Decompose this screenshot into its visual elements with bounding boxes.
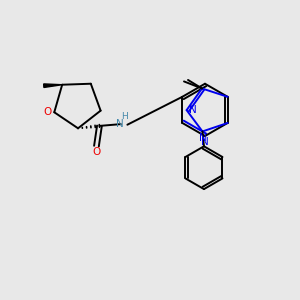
Polygon shape [44,84,62,88]
Text: N: N [199,133,207,143]
Text: O: O [92,147,101,157]
Text: N: N [116,119,124,129]
Text: H: H [121,112,128,122]
Text: N: N [200,137,208,147]
Text: O: O [44,107,52,117]
Text: N: N [189,105,197,115]
